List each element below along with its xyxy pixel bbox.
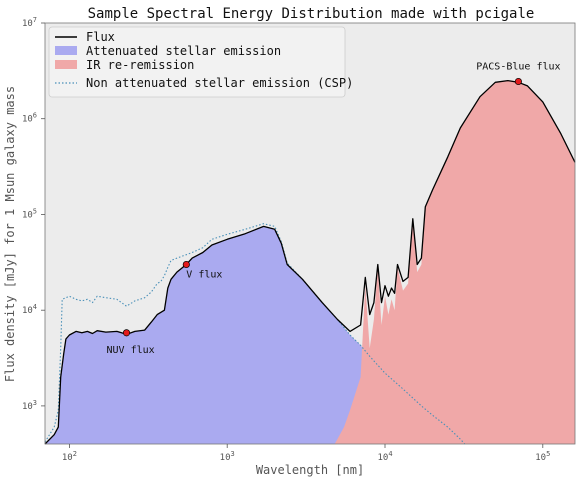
series-line-3	[44, 223, 466, 445]
x-tick-label-0: 102	[62, 450, 77, 463]
flux-point-label-1: V flux	[186, 270, 222, 281]
y-tick-label-1: 104	[22, 303, 37, 316]
points-layer: NUV flux V flux PACS-Blue flux	[107, 62, 561, 356]
chart-title: Sample Spectral Energy Distribution made…	[88, 6, 535, 22]
axes-frame	[44, 22, 576, 445]
legend-label-attenuated: Attenuated stellar emission	[86, 44, 281, 58]
series-area-2	[334, 80, 575, 444]
legend-swatch-ir	[55, 60, 77, 69]
y-tick-label-3: 106	[22, 112, 37, 125]
y-tick-label-4: 107	[22, 16, 37, 29]
flux-point-1	[182, 260, 190, 269]
y-axis-label: Flux density [mJy] for 1 Msun galaxy mas…	[3, 86, 17, 382]
series-layer	[44, 79, 576, 445]
legend-label-flux: Flux	[86, 30, 115, 44]
legend-label-ir: IR re-remission	[86, 58, 194, 72]
flux-point-label-2: PACS-Blue flux	[476, 62, 560, 73]
flux-point-label-0: NUV flux	[107, 345, 155, 356]
flux-point-2	[514, 77, 522, 86]
x-axis-label: Wavelength [nm]	[256, 463, 364, 477]
flux-point-0	[122, 329, 131, 337]
legend-box	[48, 26, 346, 98]
legend: Flux Attenuated stellar emission IR re-r…	[48, 26, 353, 98]
legend-swatch-attenuated	[55, 46, 77, 55]
legend-label-csp: Non attenuated stellar emission (CSP)	[86, 76, 353, 90]
y-tick-label-0: 103	[22, 399, 37, 412]
x-tick-label-3: 105	[535, 450, 550, 463]
x-tick-label-1: 103	[220, 450, 235, 463]
x-axis-ticks: 102 103 104 105	[62, 444, 550, 463]
y-tick-label-2: 105	[22, 208, 37, 221]
x-tick-label-2: 104	[377, 450, 392, 463]
y-axis-ticks: 103 104 105 106 107	[22, 16, 45, 412]
series-line-0	[44, 79, 576, 445]
